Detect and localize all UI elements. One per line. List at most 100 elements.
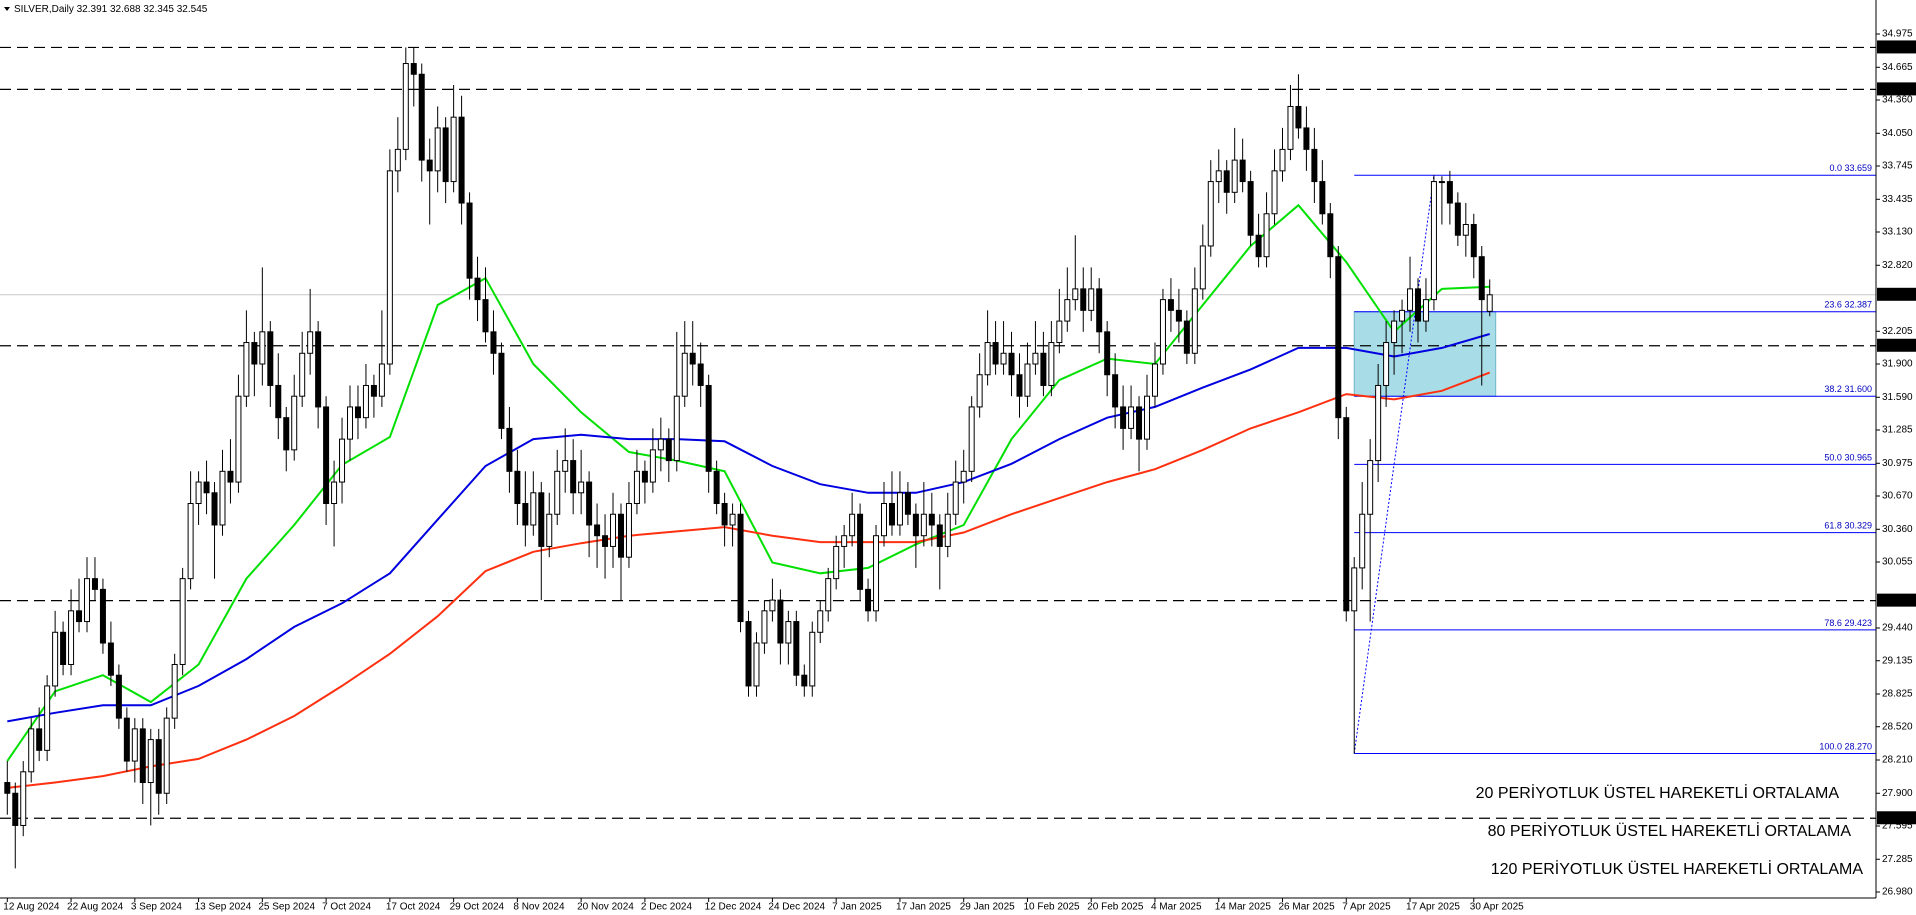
x-tick-label: 17 Apr 2025 [1406,902,1460,913]
candle-body [976,374,983,408]
candle-body [1438,181,1445,184]
candle-body [1327,213,1334,258]
candle-body [881,503,887,537]
candle-body [1215,170,1222,183]
y-tick-label: 34.050 [1882,128,1913,139]
candle-body [498,352,505,429]
y-tick-label: 27.285 [1882,854,1913,865]
candle-body [1367,460,1374,515]
candle-body [28,728,35,773]
x-tick-label: 17 Oct 2024 [386,902,441,913]
candle-body [865,588,872,612]
open-value: 32.391 [77,4,108,15]
y-tick-label: 33.745 [1882,161,1913,172]
fib-ratio: 78.6 [1824,618,1842,628]
y-tick-label: 30.975 [1882,458,1913,469]
fib-ratio: 50.0 [1824,453,1842,463]
candle-body [873,535,880,612]
candle-body [1183,320,1190,354]
candle-body [426,159,433,172]
candle-body [60,631,67,665]
candle-body [1486,294,1493,312]
candle-body [131,728,138,762]
ema-line [6,203,1490,762]
candle-body [1335,256,1342,419]
fib-ratio: 0.0 [1829,164,1842,174]
candle-body [657,438,664,451]
candle-body [681,352,688,397]
candle-body [187,503,194,580]
candle-body [673,395,680,462]
candle-body [347,406,354,440]
candle-body [506,427,513,472]
candle-body [1207,181,1214,247]
x-tick-label: 12 Dec 2024 [705,902,762,913]
fib-label: 23.6 32.387 [1824,300,1872,310]
candle-body [155,739,162,794]
candle-body [1359,513,1366,569]
candle-body [737,513,744,623]
candle-body [1295,105,1302,129]
level-box [1877,82,1916,96]
fib-price: 32.387 [1844,300,1872,310]
candle-body [1399,309,1406,322]
menu-arrow[interactable] [4,7,10,11]
candle-body [1000,352,1007,365]
candle-body [1016,374,1023,397]
candle-body [817,610,824,633]
candle-body [1128,406,1135,429]
fib-label: 50.0 30.965 [1824,453,1872,463]
candle-body [649,449,656,483]
candle-body [602,535,609,547]
candle-body [1112,374,1119,408]
fib-price: 30.965 [1844,453,1872,463]
candle-body [1096,288,1103,333]
current-price-label: 32.545 [1880,289,1911,300]
x-tick-label: 2 Dec 2024 [641,902,693,913]
fib-price: 29.423 [1844,618,1872,628]
x-tick-label: 24 Dec 2024 [768,902,825,913]
x-tick-label: 29 Jan 2025 [960,902,1015,913]
candle-body [1391,320,1398,344]
legend-entry: 120 PERİYOTLUK ÜSTEL HAREKETLİ ORTALAMA [1491,859,1864,878]
y-tick-label: 28.210 [1882,755,1913,766]
candle-body [1144,395,1151,440]
y-tick-label: 32.820 [1882,260,1913,271]
candle-body [99,588,106,644]
candle-body [1454,202,1461,236]
candle-body [1167,299,1174,311]
fib-price: 33.659 [1844,164,1872,174]
candle-body [307,331,314,354]
x-tick-label: 29 Oct 2024 [450,902,505,913]
candle-body [474,277,481,301]
x-tick-label: 22 Aug 2024 [67,902,124,913]
x-tick-label: 20 Nov 2024 [577,902,634,913]
candle-body [586,481,593,526]
candle-body [1040,352,1047,386]
fib-ratio: 100.0 [1819,742,1842,752]
x-tick-label: 4 Mar 2025 [1151,902,1202,913]
x-tick-label: 30 Apr 2025 [1470,902,1524,913]
y-tick-label: 32.205 [1882,326,1913,337]
candle-body [1279,148,1286,172]
candle-body [195,481,202,505]
candle-body [378,363,385,397]
candle-body [171,663,178,719]
candle-body [251,342,258,365]
x-tick-label: 25 Sep 2024 [258,902,315,913]
y-tick-label: 28.520 [1882,721,1913,732]
candle-body [1446,181,1453,204]
candle-body [36,728,43,751]
candle-body [442,127,449,183]
candle-body [777,599,784,644]
candle-body [554,470,561,515]
candle-body [76,610,83,623]
candle-body [841,535,848,547]
x-tick-label: 14 Mar 2025 [1215,902,1272,913]
candle-body [1159,299,1166,365]
legend-entry: 20 PERİYOTLUK ÜSTEL HAREKETLİ ORTALAMA [1476,783,1840,802]
candle-body [1263,213,1270,258]
fib-ratio: 38.2 [1824,385,1842,395]
